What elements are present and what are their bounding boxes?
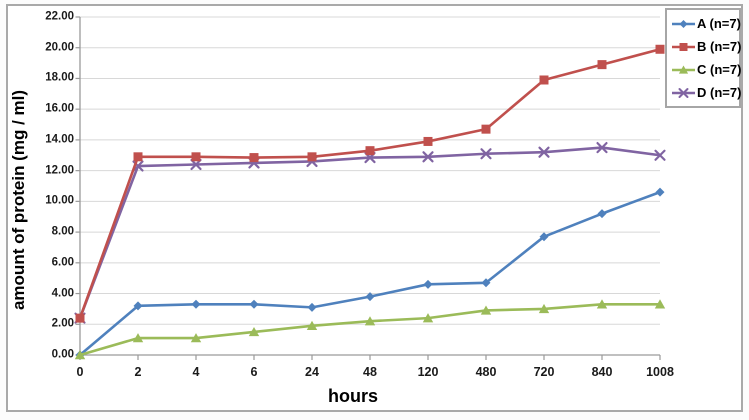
series-c-line xyxy=(79,302,660,357)
x-tick-label-480: 480 xyxy=(475,365,497,379)
series-a-line xyxy=(79,190,661,356)
y-tick-label-6.00: 6.00 xyxy=(51,256,74,269)
x-tick-label-4: 4 xyxy=(192,365,200,379)
series-a xyxy=(75,187,665,360)
x-tick-label-120: 120 xyxy=(417,365,439,379)
x-tick-label-24: 24 xyxy=(305,365,319,379)
legend-label-b: B (n=7) xyxy=(697,39,742,54)
legend-item-a: A (n=7) xyxy=(671,16,741,31)
legend-item-c: C (n=7) xyxy=(671,62,742,77)
y-tick-label-10.00: 10.00 xyxy=(45,194,74,207)
y-tick-label-18.00: 18.00 xyxy=(45,71,74,84)
axes xyxy=(75,16,661,360)
y-tick-label-8.00: 8.00 xyxy=(51,225,74,238)
x-axis-title: hours xyxy=(327,386,378,406)
x-tick-label-6: 6 xyxy=(250,365,258,379)
y-tick-label-20.00: 20.00 xyxy=(45,40,74,53)
x-tick-label-840: 840 xyxy=(591,365,613,379)
legend-marker-b-square-icon xyxy=(672,42,695,51)
legend-item-b: B (n=7) xyxy=(671,39,742,54)
x-tick-label-0: 0 xyxy=(76,365,84,379)
y-axis-title: amount of protein (mg / ml) xyxy=(9,89,28,311)
gridlines xyxy=(80,16,660,325)
y-tick-label-0.00: 0.00 xyxy=(51,348,74,361)
series-b-line xyxy=(78,48,661,319)
y-tick-label-14.00: 14.00 xyxy=(45,133,74,146)
y-tick-label-4.00: 4.00 xyxy=(51,286,74,299)
x-tick-label-2: 2 xyxy=(134,365,142,379)
series-b xyxy=(75,44,665,323)
y-tick-label-16.00: 16.00 xyxy=(45,102,74,115)
legend-label-a: A (n=7) xyxy=(697,16,741,31)
y-tick-label-12.00: 12.00 xyxy=(45,163,74,176)
legend-item-d: D (n=7) xyxy=(671,85,742,100)
y-tick-label-2.00: 2.00 xyxy=(51,317,74,330)
legend-marker-d-x-icon xyxy=(672,87,695,98)
series-c xyxy=(74,299,666,360)
legend-label-c: C (n=7) xyxy=(697,62,742,77)
x-tick-label-720: 720 xyxy=(533,365,555,379)
legend: A (n=7) B (n=7) C (n=7) D (n=7) xyxy=(665,8,741,108)
x-tick-label-48: 48 xyxy=(363,365,377,379)
legend-label-d: D (n=7) xyxy=(697,85,742,100)
legend-marker-a-diamond-icon xyxy=(672,19,695,28)
x-tick-label-1008: 1008 xyxy=(646,365,674,379)
y-tick-label-22.00: 22.00 xyxy=(45,10,74,23)
legend-marker-c-triangle-icon xyxy=(672,65,695,74)
